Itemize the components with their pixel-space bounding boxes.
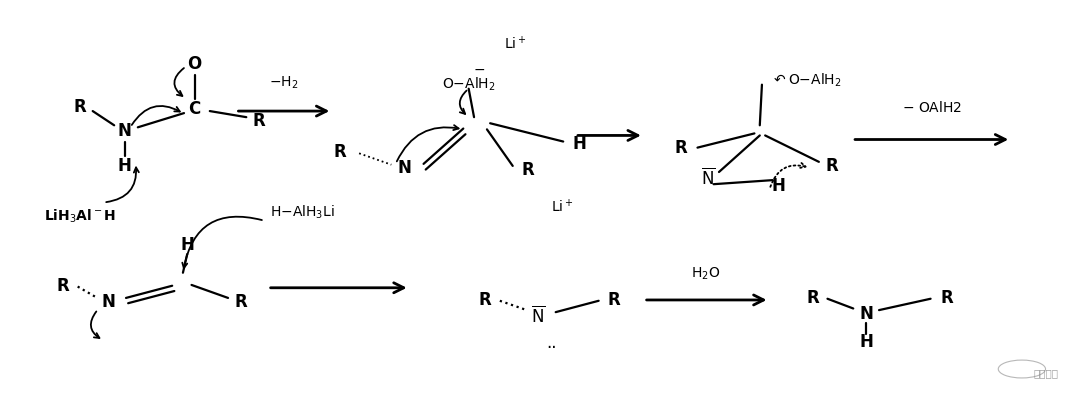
Text: H: H [771, 177, 785, 195]
Text: Li$^+$: Li$^+$ [550, 198, 573, 215]
Text: R: R [253, 112, 266, 130]
Text: ..: .. [546, 334, 557, 352]
Text: O: O [187, 55, 201, 73]
Text: $-$: $-$ [473, 61, 486, 75]
Text: H$-$AlH$_3$Li: H$-$AlH$_3$Li [270, 204, 335, 221]
Text: N: N [118, 122, 131, 140]
Text: R: R [521, 161, 534, 179]
Text: H$_2$O: H$_2$O [691, 265, 721, 282]
Text: R: R [940, 289, 953, 307]
Text: O$-$AlH$_2$: O$-$AlH$_2$ [442, 76, 495, 93]
Text: R: R [235, 293, 248, 311]
Text: $\curvearrowleft$O$-$AlH$_2$: $\curvearrowleft$O$-$AlH$_2$ [770, 72, 841, 89]
Text: R: R [73, 98, 86, 116]
Text: H: H [118, 157, 131, 175]
Text: LiH$_3$Al$^-$H: LiH$_3$Al$^-$H [44, 208, 116, 225]
Text: $-$ OAlH2: $-$ OAlH2 [901, 99, 962, 115]
Text: $-$H$_2$: $-$H$_2$ [269, 74, 298, 91]
Text: $\overline{\rm N}$: $\overline{\rm N}$ [701, 168, 715, 189]
Text: R: R [478, 291, 491, 309]
Text: R: R [607, 291, 620, 309]
Text: H: H [180, 236, 194, 254]
Text: C: C [188, 100, 201, 118]
Text: N: N [397, 159, 411, 177]
Text: R: R [675, 139, 688, 157]
Text: Li$^+$: Li$^+$ [504, 36, 527, 53]
Text: N: N [859, 305, 873, 323]
Text: N: N [102, 293, 115, 311]
Text: H: H [572, 135, 586, 153]
Text: R: R [806, 289, 819, 307]
Text: 有机合成: 有机合成 [1033, 368, 1058, 378]
Text: R: R [334, 143, 346, 161]
Text: R: R [56, 277, 69, 295]
Text: H: H [859, 333, 873, 351]
Text: $\overline{\rm N}$: $\overline{\rm N}$ [531, 305, 546, 326]
Text: R: R [825, 157, 838, 175]
